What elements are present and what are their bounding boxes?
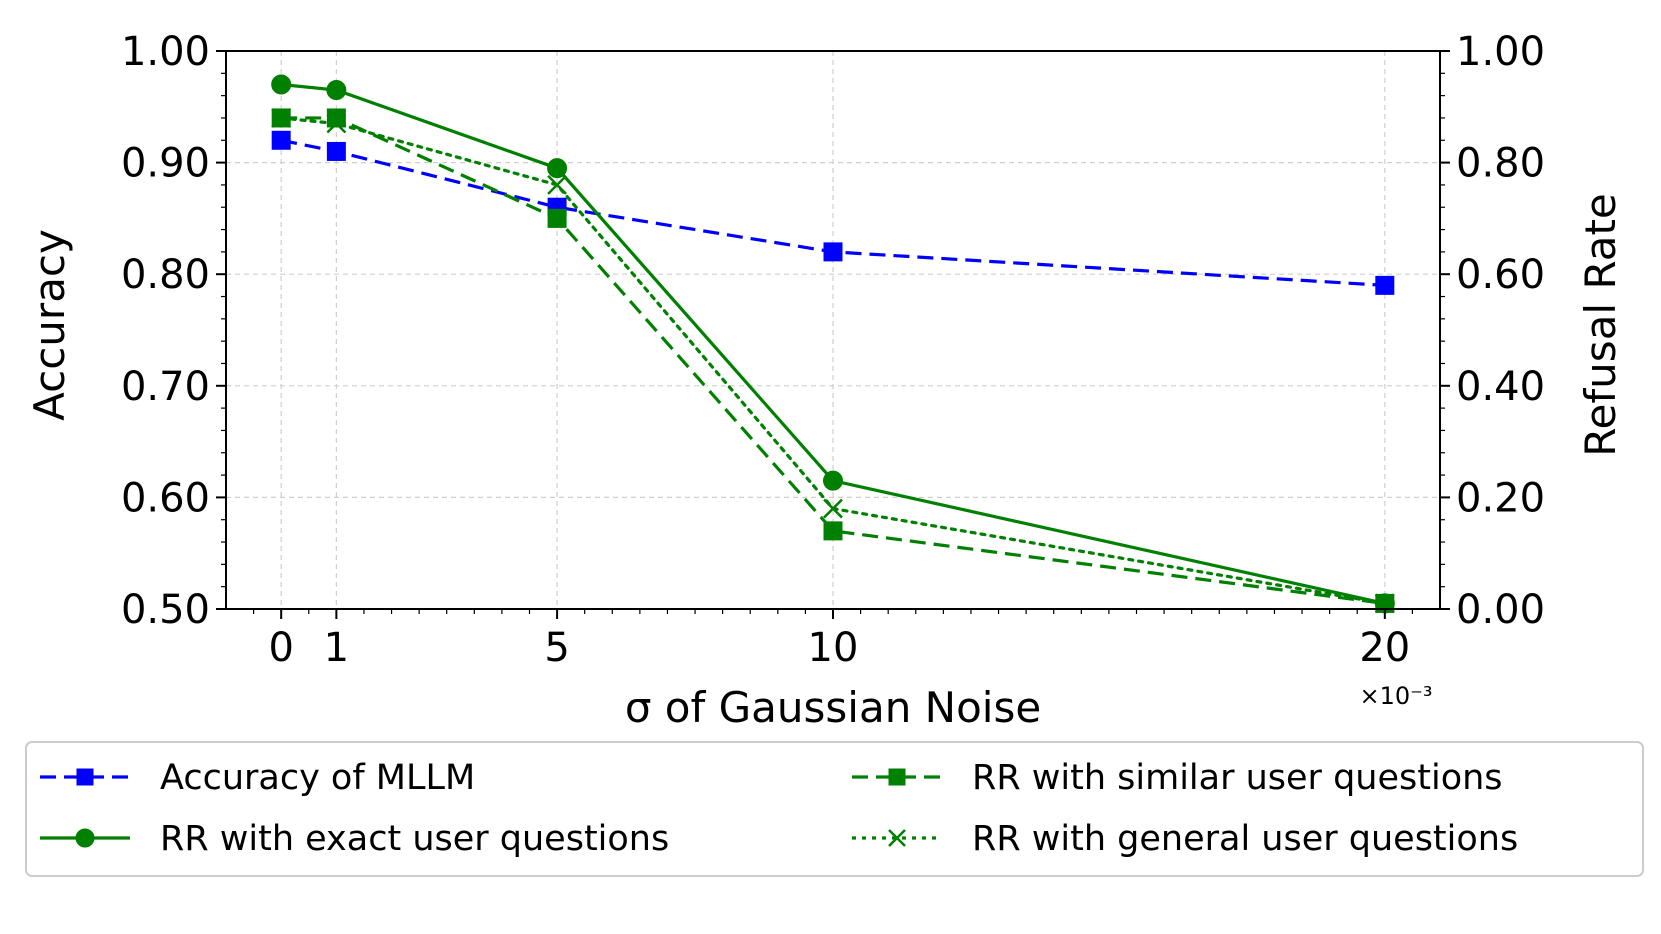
legend: Accuracy of MLLM RR with exact user quest… — [25, 741, 1644, 877]
x-axis-multiplier: ×10⁻³ — [1360, 682, 1433, 710]
y-left-tick-label: 0.80 — [121, 252, 210, 298]
data-point — [271, 74, 292, 95]
legend-item-rr-exact: RR with exact user questions — [40, 819, 669, 859]
y-left-tick-label: 0.60 — [121, 475, 210, 521]
y-right-tick-label: 0.60 — [1456, 252, 1545, 298]
y-left-tick-label: 0.50 — [121, 587, 210, 633]
axis-ticks: 0 1 5 10 20 0.50 0.60 0.70 0.80 0.90 1.00 0.00 0.20 0… — [121, 29, 1545, 671]
series-line-accuracy — [280, 138, 1385, 287]
legend-item-rr-similar: RR with similar user questions — [852, 758, 1503, 798]
y-left-tick-label: 0.90 — [121, 141, 210, 187]
data-point — [326, 113, 347, 134]
legend-swatch-marker — [888, 829, 906, 847]
legend-frame — [25, 741, 1644, 877]
legend-swatch-marker — [75, 828, 95, 848]
data-point — [823, 470, 843, 491]
y-left-tick-label: 0.70 — [121, 364, 210, 410]
data-point — [823, 498, 843, 519]
legend-label: Accuracy of MLLM — [160, 758, 475, 798]
data-point — [547, 175, 567, 195]
legend-item-rr-general: RR with general user questions — [852, 819, 1518, 859]
y-axis-right-title: Refusal Rate — [1576, 193, 1625, 456]
y-right-tick-label: 0.00 — [1456, 587, 1545, 633]
legend-label: RR with general user questions — [972, 819, 1518, 859]
series-rr-general — [271, 108, 1395, 614]
data-point — [271, 108, 292, 128]
legend-item-accuracy: Accuracy of MLLM — [40, 758, 475, 798]
data-point — [326, 141, 346, 161]
series-layer — [271, 74, 1395, 614]
x-tick-label: 1 — [324, 625, 349, 671]
y-axis-left-title: Accuracy — [25, 229, 74, 421]
x-axis-title: σ of Gaussian Noise — [625, 683, 1041, 732]
y-right-tick-label: 0.40 — [1456, 364, 1545, 410]
y-right-tick-label: 0.20 — [1456, 475, 1545, 521]
data-point — [271, 130, 291, 150]
data-point — [823, 521, 843, 541]
data-point — [547, 208, 567, 228]
x-tick-label: 0 — [268, 625, 293, 671]
legend-swatch-marker — [76, 768, 94, 786]
y-right-tick-label: 0.80 — [1456, 141, 1545, 187]
legend-label: RR with exact user questions — [160, 819, 669, 859]
data-point — [823, 242, 843, 262]
x-tick-label: 5 — [544, 625, 569, 671]
x-tick-label: 20 — [1359, 625, 1410, 671]
y-left-tick-label: 1.00 — [121, 29, 210, 75]
data-point — [326, 80, 347, 101]
legend-label: RR with similar user questions — [972, 758, 1503, 798]
data-point — [1375, 275, 1395, 295]
y-right-tick-label: 1.00 — [1456, 29, 1545, 75]
legend-swatch-marker — [888, 768, 906, 786]
x-tick-label: 10 — [808, 625, 859, 671]
data-point — [547, 158, 568, 179]
